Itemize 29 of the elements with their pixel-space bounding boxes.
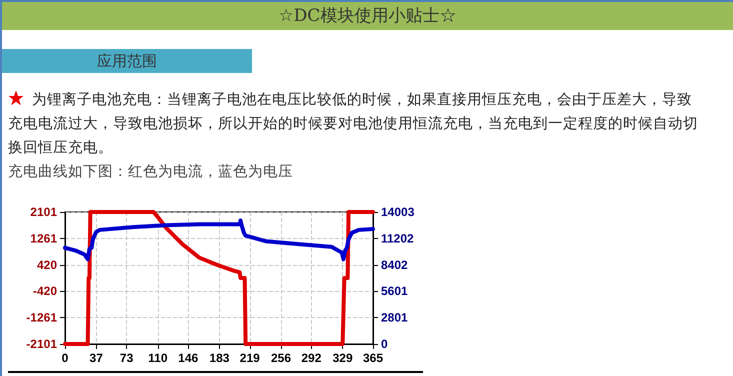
x-tick-label: 256 bbox=[271, 351, 292, 365]
y-tick-label: 420 bbox=[36, 258, 58, 272]
x-tick-label: 37 bbox=[90, 351, 104, 365]
y2-tick-label: 0 bbox=[381, 337, 388, 351]
y2-tick-label: 8402 bbox=[381, 258, 408, 272]
x-tick-label: 219 bbox=[240, 351, 260, 365]
line-series bbox=[63, 210, 375, 346]
chart-subtitle: 应用范围 bbox=[2, 49, 252, 73]
x-tick-label: 110 bbox=[148, 351, 168, 365]
y-tick-label: -420 bbox=[32, 284, 58, 298]
y-tick-label: -2101 bbox=[26, 337, 58, 351]
y-tick-label: 1261 bbox=[30, 231, 58, 246]
x-tick-label: 292 bbox=[301, 351, 322, 365]
y-tick-label: -1261 bbox=[26, 310, 58, 325]
x-tick-label: 73 bbox=[120, 351, 134, 365]
y2-tick-label: 14003 bbox=[381, 205, 415, 219]
x-tick-label: 0 bbox=[62, 351, 69, 365]
y2-tick-label: 5601 bbox=[381, 284, 408, 298]
x-tick-label: 146 bbox=[178, 351, 199, 365]
text: 为锂离子电池充电：当锂离子电池在电压比较低的时候，如果直接用恒压充电，会由于压差大，导致充电电流过大，导致电池损坏，所以开始的时候要对电池使用恒流充电，当充电到一定程度的时候自动切换回恒压充电。 bbox=[8, 92, 698, 156]
x-tick-label: 329 bbox=[332, 351, 353, 365]
x-tick-label: 365 bbox=[362, 351, 384, 365]
y2-tick-label: 11202 bbox=[381, 231, 414, 246]
y2-tick-label: 2801 bbox=[381, 310, 408, 325]
x-tick-label: 183 bbox=[209, 351, 230, 365]
y-tick-label: 2101 bbox=[30, 205, 58, 219]
text: 充电曲线如下图：红色为电流，蓝色为电压 bbox=[8, 162, 293, 181]
line-series bbox=[63, 218, 375, 262]
chart-title: ☆DC模块使用小贴士☆ bbox=[2, 2, 733, 30]
